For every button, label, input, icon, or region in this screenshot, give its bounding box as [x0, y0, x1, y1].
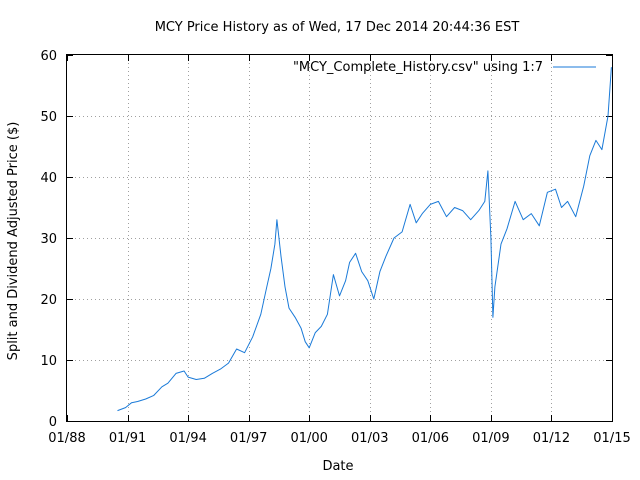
chart-title: MCY Price History as of Wed, 17 Dec 2014…	[155, 20, 520, 35]
legend-label: "MCY_Complete_History.csv" using 1:7	[293, 60, 543, 75]
x-tick-label: 01/88	[48, 431, 85, 446]
y-tick-label: 50	[40, 110, 57, 125]
y-tick-label: 30	[40, 232, 57, 247]
y-tick-label: 20	[40, 293, 57, 308]
axis-ticks	[67, 55, 613, 422]
y-tick-label: 10	[40, 354, 57, 369]
x-tick-label: 01/03	[351, 431, 388, 446]
x-tick-label: 01/09	[472, 431, 509, 446]
x-tick-label: 01/06	[412, 431, 449, 446]
x-tick-label: 01/00	[290, 431, 327, 446]
x-tick-label: 01/12	[533, 431, 570, 446]
x-axis-label: Date	[322, 459, 353, 474]
y-tick-label: 0	[49, 415, 57, 430]
series-line-mcy	[117, 67, 612, 412]
y-tick-labels: 0 10 20 30 40 50 60	[40, 49, 57, 430]
y-tick-label: 60	[40, 49, 57, 64]
y-tick-label: 40	[40, 171, 57, 186]
x-tick-label: 01/15	[593, 431, 630, 446]
x-tick-label: 01/97	[230, 431, 267, 446]
x-tick-label: 01/94	[169, 431, 206, 446]
grid-lines	[67, 55, 612, 421]
plot-frame	[66, 54, 613, 422]
x-tick-label: 01/91	[109, 431, 146, 446]
x-tick-labels: 01/88 01/91 01/94 01/97 01/00 01/03 01/06 01/09…	[48, 431, 630, 446]
y-axis-label: Split and Dividend Adjusted Price ($)	[6, 122, 21, 361]
